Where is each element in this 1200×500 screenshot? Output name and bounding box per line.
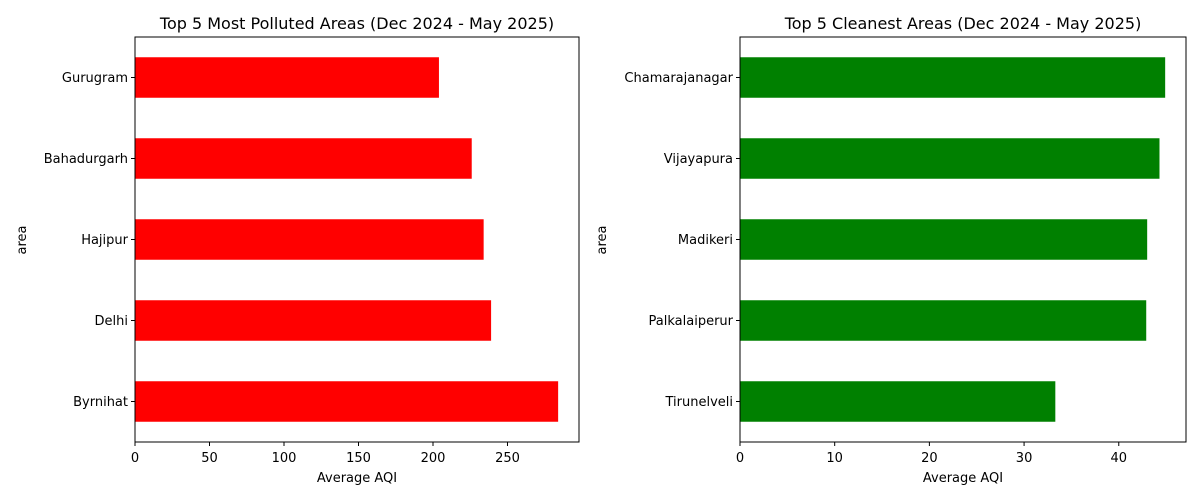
x-tick-label: 20 bbox=[921, 451, 938, 466]
bar bbox=[740, 300, 1147, 341]
y-tick-label: Palkalaiperur bbox=[649, 314, 734, 329]
x-tick-label: 200 bbox=[421, 451, 446, 466]
x-tick-label: 100 bbox=[272, 451, 297, 466]
bar bbox=[135, 57, 439, 98]
y-axis-label: area bbox=[15, 226, 30, 255]
plot-frame bbox=[134, 36, 580, 443]
y-tick-label: Madikeri bbox=[678, 233, 733, 248]
bars bbox=[135, 57, 559, 422]
chart-polluted: Top 5 Most Polluted Areas (Dec 2024 - Ma… bbox=[15, 14, 580, 486]
x-tick-label: 50 bbox=[201, 451, 218, 466]
y-axis-label: area bbox=[595, 226, 610, 255]
x-tick-label: 250 bbox=[495, 451, 520, 466]
bar bbox=[135, 300, 492, 341]
x-tick-label: 10 bbox=[826, 451, 843, 466]
y-tick-label: Chamarajanagar bbox=[624, 71, 733, 86]
x-ticks: 0 50 100 150 200 250 bbox=[131, 442, 520, 466]
y-tick-label: Hajipur bbox=[81, 233, 128, 248]
y-tick-label: Byrnihat bbox=[73, 395, 128, 410]
y-tick-label: Delhi bbox=[95, 314, 128, 329]
bar bbox=[135, 381, 559, 422]
bars bbox=[740, 57, 1166, 422]
y-ticks: Byrnihat Delhi Hajipur Bahadurgarh Gurugram bbox=[44, 71, 135, 410]
bar bbox=[740, 219, 1148, 260]
chart-title: Top 5 Most Polluted Areas (Dec 2024 - Ma… bbox=[159, 14, 554, 33]
x-axis-label: Average AQI bbox=[923, 471, 1003, 486]
x-axis-label: Average AQI bbox=[317, 471, 397, 486]
x-ticks: 0 10 20 30 40 bbox=[736, 442, 1127, 466]
bar bbox=[135, 138, 472, 179]
chart-cleanest: Top 5 Cleanest Areas (Dec 2024 - May 202… bbox=[595, 14, 1187, 486]
x-tick-label: 40 bbox=[1110, 451, 1127, 466]
plot-frame bbox=[739, 36, 1187, 443]
bar bbox=[740, 57, 1166, 98]
y-tick-label: Tirunelveli bbox=[664, 395, 733, 410]
x-tick-label: 0 bbox=[131, 451, 139, 466]
y-tick-label: Gurugram bbox=[62, 71, 128, 86]
chart-title: Top 5 Cleanest Areas (Dec 2024 - May 202… bbox=[784, 14, 1142, 33]
y-tick-label: Bahadurgarh bbox=[44, 152, 128, 167]
y-tick-label: Vijayapura bbox=[664, 152, 733, 167]
x-tick-label: 150 bbox=[346, 451, 371, 466]
x-tick-label: 0 bbox=[736, 451, 744, 466]
bar bbox=[740, 138, 1160, 179]
y-ticks: Tirunelveli Palkalaiperur Madikeri Vijayapu… bbox=[624, 71, 740, 410]
bar bbox=[135, 219, 484, 260]
x-tick-label: 30 bbox=[1016, 451, 1033, 466]
bar bbox=[740, 381, 1056, 422]
